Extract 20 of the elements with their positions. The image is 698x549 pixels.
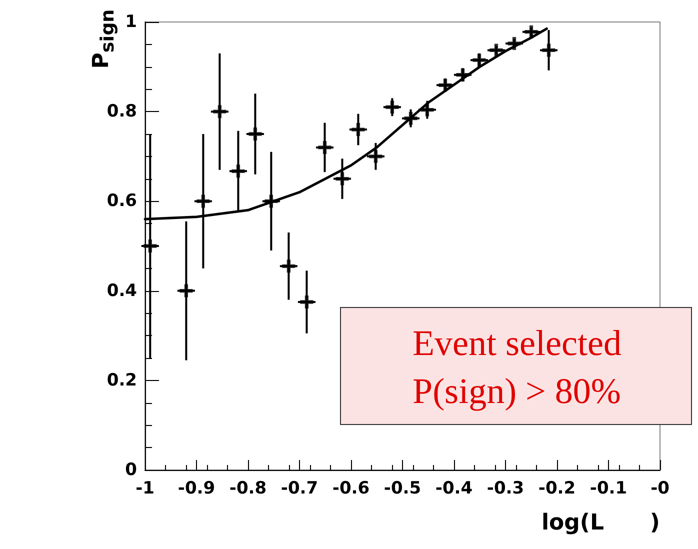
y-tick-label: 0.2 <box>106 370 137 390</box>
x-tick-label: -0.5 <box>384 478 422 498</box>
y-tick-label: 0.6 <box>106 191 137 212</box>
y-tick-label: 0.4 <box>106 280 138 301</box>
x-tick-label: -0.7 <box>280 478 318 498</box>
point <box>508 37 521 50</box>
x-axis-title: log(L ) <box>542 510 660 536</box>
point <box>144 240 157 252</box>
x-tick-label: -0.6 <box>332 478 370 498</box>
x-tick-label: -0.8 <box>229 478 267 498</box>
x-tick-label: -0.4 <box>435 478 473 498</box>
x-tick-label: -0.2 <box>538 478 576 498</box>
x-tick-label: -0.9 <box>178 478 216 498</box>
y-tick-label: 0 <box>125 460 138 480</box>
y-tick-label: 0.8 <box>106 102 137 122</box>
x-tick-label: -0.1 <box>590 478 628 498</box>
y-tick-label: 1 <box>125 12 137 32</box>
x-tick-label: -0 <box>650 478 670 498</box>
x-tick-label: -1 <box>136 478 154 498</box>
x-tick-label: -0.3 <box>486 478 524 498</box>
